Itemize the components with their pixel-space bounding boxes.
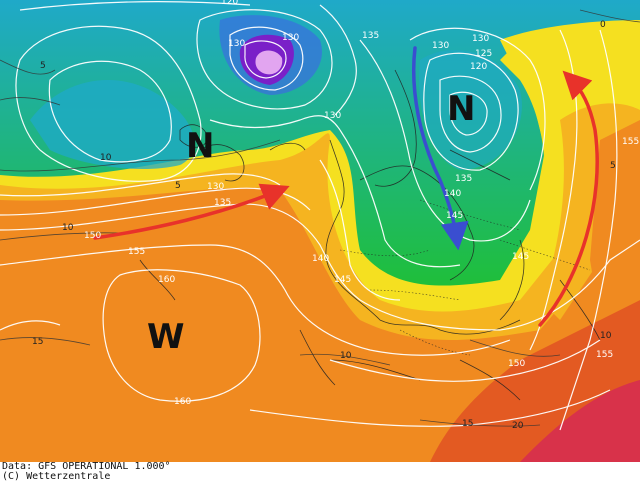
isobars (0, 1, 640, 431)
data-source-line: Data: GFS OPERATIONAL 1.000° (2, 461, 171, 472)
contour-label: 135 (362, 31, 379, 41)
cold-core-west (30, 80, 195, 170)
contour-label: 5 (40, 61, 46, 71)
contour-label: 130 (432, 41, 449, 51)
isobar-labels: 120 130 130 135 130 130 130 125 120 130 … (84, 0, 639, 407)
contour-label: 130 (228, 39, 245, 49)
warm-advection-arrow-east (538, 70, 599, 327)
warm-advection-arrow-west (93, 183, 290, 240)
contour-label: 130 (324, 111, 341, 121)
contour-label: 135 (214, 198, 231, 208)
coastlines (139, 69, 601, 401)
low-pressure-label: N (447, 89, 475, 129)
contour-label: 150 (508, 359, 525, 369)
contour-label: 150 (84, 231, 101, 241)
contour-label: 125 (475, 49, 492, 59)
contour-label: 145 (446, 211, 463, 221)
cold-core-pink (255, 50, 283, 75)
contour-label: 120 (470, 62, 487, 72)
contour-label: 20 (512, 421, 524, 431)
contour-label: 5 (175, 181, 181, 191)
contour-label: 10 (100, 153, 112, 163)
contour-label: 10 (600, 331, 612, 341)
low-pressure-label: N (186, 126, 214, 166)
contour-label: 155 (622, 137, 639, 147)
contour-label: 140 (444, 189, 461, 199)
contour-label: 15 (462, 419, 473, 429)
contour-label: 10 (340, 351, 352, 361)
contour-label: 155 (128, 247, 145, 257)
contour-label: 145 (334, 275, 351, 285)
very-hot-field (520, 380, 640, 462)
contour-label: 155 (596, 350, 613, 360)
contour-label: 15 (32, 337, 43, 347)
contour-label: 130 (472, 34, 489, 44)
contour-label: 10 (62, 223, 74, 233)
contour-label: 130 (282, 33, 299, 43)
cold-advection-arrow (411, 46, 469, 251)
contour-label: 0 (600, 20, 606, 30)
contour-label: 5 (610, 161, 616, 171)
contour-label: 140 (312, 254, 329, 264)
borders (339, 199, 591, 356)
contour-label: 120 (221, 0, 238, 7)
contour-label: 160 (158, 275, 175, 285)
contour-label: 130 (207, 182, 224, 192)
cold-core-east (419, 50, 522, 170)
copyright-line: (C) Wetterzentrale (2, 471, 111, 482)
temperature-labels: 0 5 5 10 10 10 15 15 20 5 10 (32, 20, 616, 431)
data-source-footer: Data: GFS OPERATIONAL 1.000° (C) Wetterz… (2, 461, 638, 482)
warm-high-label: W (147, 317, 185, 357)
temperature-contours (0, 9, 640, 427)
contour-label: 135 (455, 174, 472, 184)
contour-label: 160 (174, 397, 191, 407)
contour-label: 145 (512, 252, 529, 262)
